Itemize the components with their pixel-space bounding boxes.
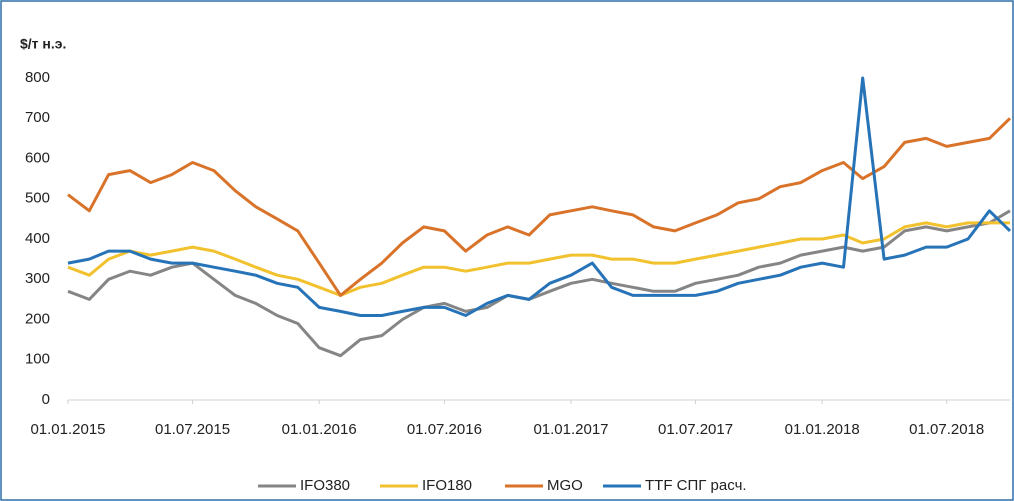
x-tick-label: 01.07.2015 [155,421,230,438]
y-tick-label: 100 [25,351,50,368]
x-tick-label: 01.07.2017 [658,421,733,438]
y-tick-label: 800 [25,69,50,86]
x-tick-label: 01.01.2017 [533,421,608,438]
series-line [67,117,1012,297]
x-tick-label: 01.01.2015 [30,421,105,438]
x-tick-label: 01.07.2018 [909,421,984,438]
legend-label: MGO [547,477,583,494]
series-line [67,76,1012,317]
y-tick-label: 0 [42,391,50,408]
series-line [67,221,1010,297]
y-tick-label: 200 [25,310,50,327]
legend-label: IFO380 [300,477,350,494]
x-tick-label: 01.01.2018 [785,421,860,438]
y-tick-label: 600 [25,149,50,166]
y-tick-label: 300 [25,270,50,287]
series-line [67,209,1011,358]
chart-title: $/т н.э. [20,36,66,52]
y-tick-label: 700 [25,109,50,126]
legend-label: TTF СПГ расч. [645,477,747,494]
y-tick-label: 400 [25,230,50,247]
x-tick-label: 01.07.2016 [407,421,482,438]
legend-label: IFO180 [422,477,472,494]
x-tick-label: 01.01.2016 [282,421,357,438]
y-tick-label: 500 [25,190,50,207]
